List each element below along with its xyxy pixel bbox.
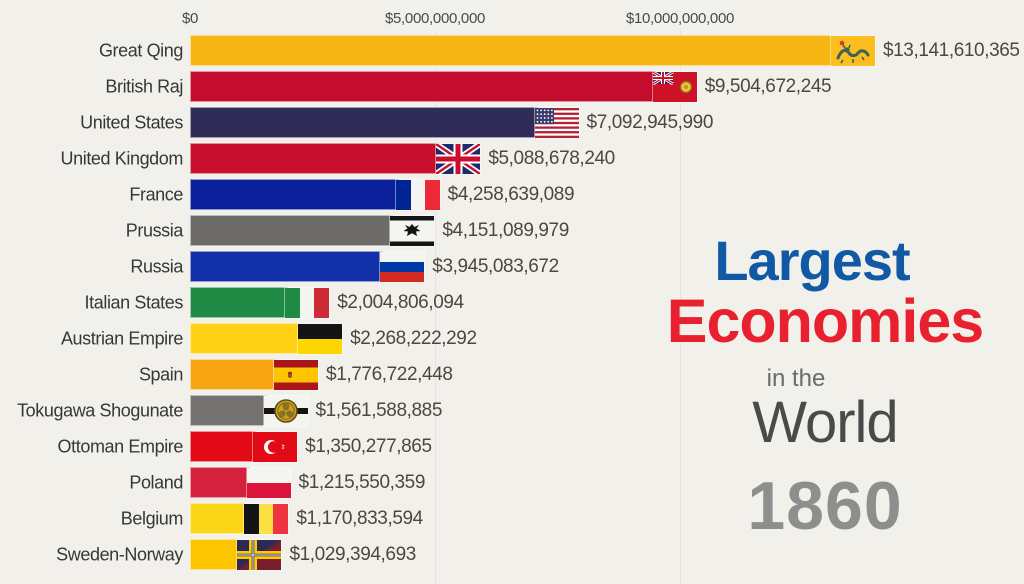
- ottoman-flag-icon: [253, 431, 298, 462]
- value-label: $3,945,083,672: [432, 255, 559, 277]
- axis-tick-0: $0: [181, 10, 199, 27]
- value-label: $1,561,588,885: [315, 399, 443, 421]
- value-label: $1,215,550,359: [298, 471, 426, 493]
- title-block: Largest Economies in the World 1860: [640, 233, 1010, 540]
- spain-flag-icon: [274, 359, 319, 390]
- bar: [190, 35, 834, 66]
- bar: [190, 503, 248, 534]
- chart-row-belgium: Belgium $1,170,833,594: [0, 503, 1024, 534]
- value-label: $4,258,639,089: [447, 183, 575, 205]
- chart-row-russia: Russia $3,945,083,672: [0, 251, 1024, 282]
- country-label: Poland: [129, 472, 183, 492]
- bar: [190, 107, 538, 138]
- value-label: $9,504,672,245: [704, 75, 832, 97]
- value-label: $4,151,089,979: [442, 219, 569, 241]
- belgium-flag-icon: [244, 503, 289, 534]
- value-label: $13,141,610,365: [882, 39, 1020, 61]
- country-label: Spain: [138, 364, 183, 384]
- country-label: Italian States: [84, 292, 184, 312]
- country-label: Russia: [130, 256, 183, 276]
- value-label: $1,350,277,865: [305, 435, 432, 457]
- bar: [190, 251, 384, 282]
- country-label: Sweden-Norway: [56, 544, 183, 564]
- country-label: Great Qing: [98, 40, 183, 60]
- chart-row-italy: Italian States $2,004,806,094: [0, 287, 1024, 318]
- value-label: $7,092,945,990: [586, 111, 714, 133]
- poland-flag-icon: [246, 467, 291, 498]
- italy-flag-icon: [285, 287, 330, 318]
- country-label: United Kingdom: [60, 148, 184, 168]
- bar: [190, 287, 289, 318]
- value-label: $1,776,722,448: [326, 363, 453, 385]
- title-year: 1860: [747, 467, 903, 544]
- value-label: $1,170,833,594: [296, 507, 423, 529]
- chart-row-poland: Poland $1,215,550,359: [0, 467, 1024, 498]
- france-flag-icon: [395, 179, 440, 210]
- uk-flag-icon: [436, 143, 481, 174]
- title-economies: Economies: [666, 287, 984, 355]
- chart-row-austria: Austrian Empire $2,268,222,292: [0, 323, 1024, 354]
- bar: [190, 179, 399, 210]
- chart-row-spain: Spain $1,776,722,448: [0, 359, 1024, 390]
- chart-row-usa: United States $7,092,945,990: [0, 107, 1024, 138]
- value-label: $2,004,806,094: [337, 291, 464, 313]
- bar: [190, 431, 257, 462]
- usa-flag-icon: [534, 107, 579, 138]
- chart-row-ottoman: Ottoman Empire $1,350,277,865: [0, 431, 1024, 462]
- axis-tick-10b: $10,000,000,000: [625, 10, 735, 27]
- bar: [190, 395, 267, 426]
- british-raj-flag-icon: [652, 71, 697, 102]
- chart-row-prussia: Prussia $4,151,089,979: [0, 215, 1024, 246]
- qing-flag-icon: [830, 35, 875, 66]
- chart-row-uk: United Kingdom $5,088,678,240: [0, 143, 1024, 174]
- chart-row-british-raj: British Raj $9,504,672,245: [0, 71, 1024, 102]
- country-label: France: [129, 184, 183, 204]
- bar: [190, 143, 440, 174]
- country-label: British Raj: [105, 76, 183, 96]
- bar: [190, 467, 250, 498]
- country-label: Belgium: [120, 508, 184, 528]
- axis-tick-5b: $5,000,000,000: [384, 10, 486, 27]
- bar: [190, 359, 278, 390]
- value-label: $2,268,222,292: [350, 327, 477, 349]
- chart-row-tokugawa: Tokugawa Shogunate $1,561,588,885: [0, 395, 1024, 426]
- bar: [190, 323, 302, 354]
- sweden-norway-flag-icon: [237, 539, 282, 570]
- tokugawa-flag-icon: [263, 395, 308, 426]
- bar: [190, 215, 394, 246]
- country-label: Tokugawa Shogunate: [17, 400, 183, 420]
- country-label: Austrian Empire: [60, 328, 183, 348]
- value-label: $1,029,394,693: [289, 543, 416, 565]
- chart-row-france: France $4,258,639,089: [0, 179, 1024, 210]
- title-world: World: [752, 390, 898, 456]
- bar: [190, 71, 656, 102]
- value-label: $5,088,678,240: [488, 147, 615, 169]
- gridline-10b: [680, 30, 681, 584]
- gridline-5b: [435, 30, 436, 584]
- country-label: United States: [80, 112, 183, 132]
- title-largest: Largest: [714, 229, 910, 292]
- country-label: Prussia: [125, 220, 184, 240]
- chart-row-qing: Great Qing $13,141,610,365: [0, 35, 1024, 66]
- prussia-flag-icon: [390, 215, 435, 246]
- title-in-the: in the: [766, 365, 826, 393]
- austria-flag-icon: [298, 323, 343, 354]
- russia-flag-icon: [380, 251, 425, 282]
- bar: [190, 539, 241, 570]
- chart-row-sweden-norway: Sweden-Norway $1,029,394,693: [0, 539, 1024, 570]
- country-label: Ottoman Empire: [57, 436, 184, 456]
